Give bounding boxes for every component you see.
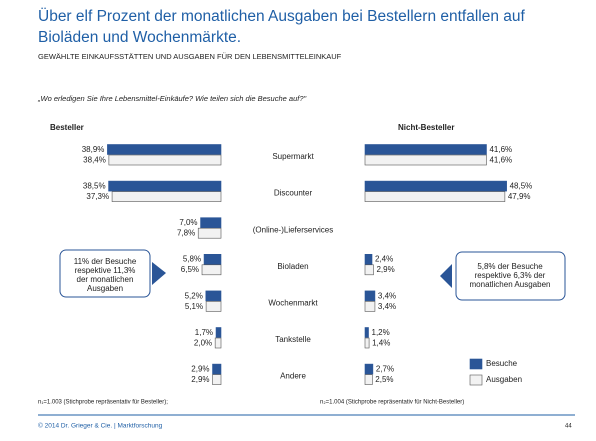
category-label: Bioladen: [277, 262, 308, 271]
value-label: 41,6%: [489, 155, 512, 164]
callout-text: monatlichen Ausgaben: [470, 280, 551, 289]
value-label: 48,5%: [510, 181, 533, 190]
bar: [364, 264, 374, 276]
value-label: 3,4%: [378, 291, 396, 300]
callout-text: der monatlichen: [77, 275, 134, 284]
value-label: 2,0%: [194, 338, 212, 347]
bar: [201, 264, 222, 276]
value-label: 3,4%: [378, 302, 396, 311]
value-label: 5,1%: [185, 302, 203, 311]
bar: [364, 363, 374, 375]
question: „Wo erledigen Sie Ihre Lebensmittel-Eink…: [38, 94, 307, 103]
bar: [364, 374, 373, 385]
bar: [364, 327, 369, 338]
value-label: 41,6%: [489, 145, 512, 154]
value-label: 2,4%: [375, 255, 393, 264]
legend-swatch: [469, 358, 483, 370]
value-label: 38,5%: [83, 181, 106, 190]
bar: [364, 144, 487, 155]
callout-text: Ausgaben: [87, 284, 123, 293]
title: Über elf Prozent der monatlichen Ausgabe…: [38, 8, 525, 46]
callout-text: 5,8% der Besuche: [477, 262, 543, 271]
value-label: 2,5%: [375, 375, 393, 384]
value-label: 38,4%: [83, 155, 106, 164]
bar: [364, 254, 373, 265]
category-label: Supermarkt: [272, 152, 314, 161]
bar: [364, 290, 376, 302]
bar: [107, 144, 222, 155]
bar: [197, 227, 222, 239]
legend-label: Ausgaben: [486, 375, 522, 384]
category-label: Andere: [280, 372, 306, 381]
category-label: Wochenmarkt: [268, 299, 318, 308]
value-label: 7,0%: [179, 218, 197, 227]
note: n₁=1.003 (Stichprobe repräsentativ für B…: [38, 400, 168, 406]
bar: [108, 180, 222, 192]
value-label: 1,2%: [372, 328, 390, 337]
panel-title: Besteller: [50, 123, 84, 132]
value-label: 5,2%: [185, 291, 203, 300]
value-label: 37,3%: [86, 192, 109, 201]
bar: [200, 217, 222, 228]
bar: [215, 327, 222, 338]
value-label: 1,4%: [372, 338, 390, 347]
value-label: 2,9%: [191, 364, 209, 373]
value-label: 1,7%: [195, 328, 213, 337]
legend-label: Besuche: [486, 359, 518, 368]
value-label: 2,9%: [376, 265, 394, 274]
subtitle: GEWÄHLTE EINKAUFSSTÄTTEN UND AUSGABEN FÜ…: [38, 52, 342, 61]
value-label: 38,9%: [82, 145, 105, 154]
bar: [214, 337, 222, 349]
value-label: 6,5%: [181, 265, 199, 274]
bar: [205, 301, 222, 312]
callout-text: respektive 11,3%: [75, 266, 136, 275]
category-label: Discounter: [274, 189, 313, 198]
bar: [111, 191, 222, 202]
callout-box: [455, 251, 566, 301]
bar: [212, 363, 222, 375]
value-label: 5,8%: [183, 255, 201, 264]
bar: [364, 337, 370, 349]
value-label: 47,9%: [508, 192, 531, 201]
bar: [364, 191, 506, 202]
bar: [203, 254, 222, 265]
value-label: 7,8%: [177, 229, 195, 238]
callout-arrow: [152, 262, 166, 285]
callout-box: [59, 249, 151, 298]
callout-arrow: [440, 264, 452, 288]
bar: [364, 154, 487, 166]
bar: [364, 180, 507, 192]
legend-swatch: [469, 374, 483, 386]
panel-title: Nicht-Besteller: [398, 123, 454, 132]
bar: [212, 374, 222, 385]
category-label: Tankstelle: [275, 335, 311, 344]
callout-text: 11% der Besuche: [74, 257, 137, 266]
page-number: 44: [565, 424, 572, 430]
value-label: 2,9%: [191, 375, 209, 384]
bar: [205, 290, 222, 302]
footer: © 2014 Dr. Grieger & Cie. | Marktforschu…: [38, 422, 163, 430]
category-label: (Online-)Lieferservices: [253, 225, 333, 234]
value-label: 2,7%: [376, 364, 394, 373]
bar: [364, 301, 376, 312]
callout-text: respektive 6,3% der: [475, 271, 546, 280]
note: n₂=1.004 (Stichprobe repräsentativ für N…: [320, 400, 464, 406]
bar: [108, 154, 222, 166]
